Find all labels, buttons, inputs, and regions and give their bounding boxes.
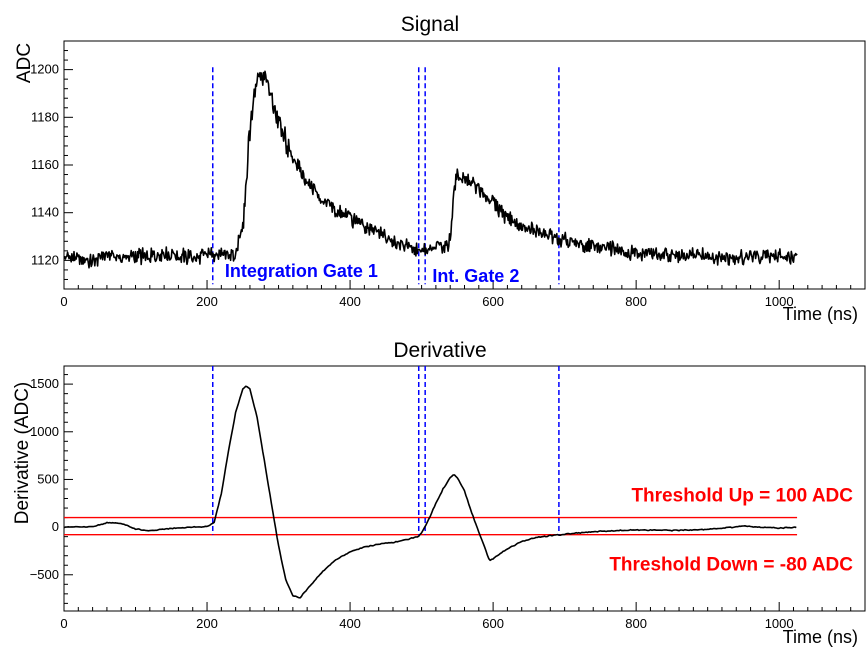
derivative-x-tick-label: 0 (60, 616, 67, 631)
derivative-x-tick-label: 800 (625, 616, 647, 631)
signal-y-tick-label: 1180 (31, 109, 59, 124)
signal-x-tick-label: 0 (60, 294, 67, 309)
derivative-y-tick-label: 0 (52, 519, 59, 534)
signal-y-label: ADC (14, 43, 35, 83)
signal-x-tick-label: 1000 (765, 294, 794, 309)
signal-series-line (63, 70, 798, 269)
derivative-x-label: Time (ns) (783, 627, 858, 647)
signal-y-tick-label: 1160 (31, 157, 59, 172)
derivative-y-label: Derivative (ADC) (12, 382, 33, 525)
threshold-label: Threshold Down = -80 ADC (609, 555, 853, 576)
derivative-x-tick-label: 1000 (765, 616, 794, 631)
derivative-x-tick-label: 400 (339, 616, 361, 631)
signal-title: Signal (401, 13, 459, 36)
signal-x-tick-label: 400 (339, 294, 361, 309)
signal-y-tick-label: 1200 (30, 62, 59, 77)
derivative-y-tick-label: 1500 (30, 376, 59, 391)
derivative-y-tick-label: 1000 (30, 424, 59, 439)
signal-y-tick-label: 1140 (31, 205, 59, 220)
signal-x-label: Time (ns) (783, 304, 858, 324)
signal-x-tick-label: 800 (625, 294, 647, 309)
derivative-series-line (63, 385, 797, 599)
gate-annotation: Integration Gate 1 (225, 261, 378, 281)
derivative-x-tick-label: 200 (196, 616, 218, 631)
signal-x-tick-label: 600 (482, 294, 504, 309)
derivative-x-tick-label: 600 (482, 616, 504, 631)
derivative-title: Derivative (393, 339, 486, 362)
gate-annotation: Int. Gate 2 (432, 266, 519, 286)
derivative-y-tick-label: 500 (37, 471, 59, 486)
signal-x-tick-label: 200 (196, 294, 218, 309)
threshold-label: Threshold Up = 100 ADC (631, 486, 853, 507)
signal-y-tick-label: 1120 (31, 252, 59, 267)
derivative-y-tick-label: −500 (30, 567, 59, 582)
